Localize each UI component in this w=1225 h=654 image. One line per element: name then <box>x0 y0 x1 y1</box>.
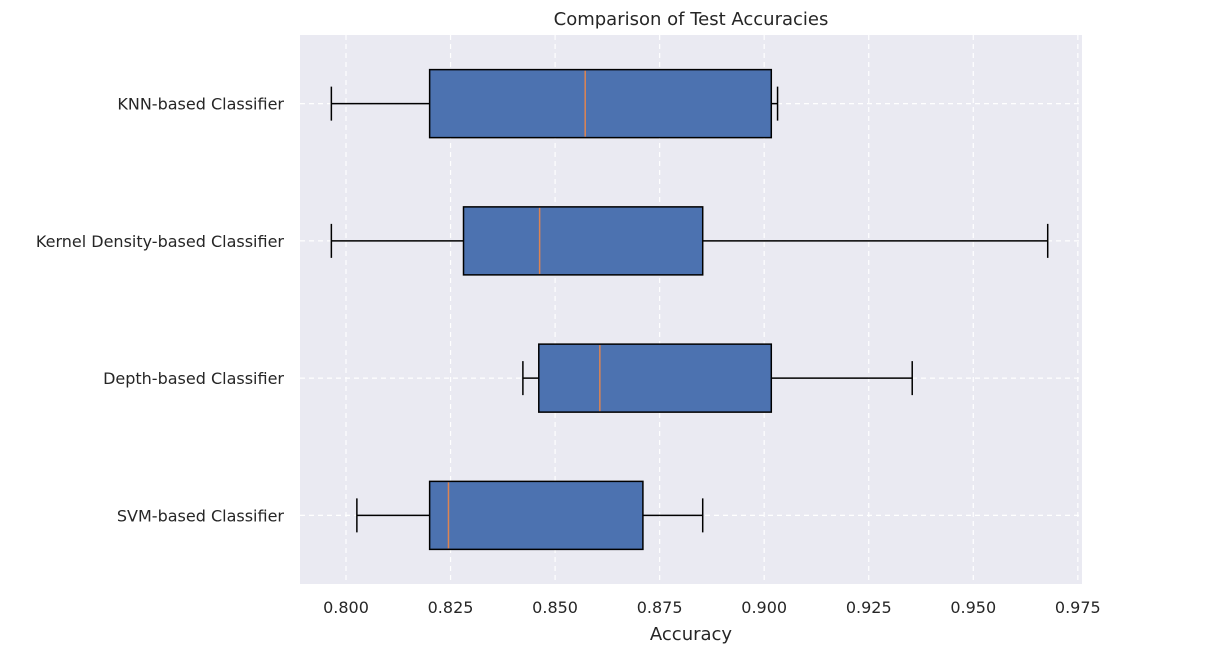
box <box>538 343 773 413</box>
x-axis-ticks: 0.800 0.825 0.850 0.875 0.900 0.925 0.950 0.975 <box>323 598 1101 617</box>
x-tick-label: 0.950 <box>950 598 996 617</box>
box-group <box>522 343 913 413</box>
x-tick-label: 0.975 <box>1055 598 1101 617</box>
x-tick-label: 0.850 <box>532 598 578 617</box>
y-tick-label: KNN-based Classifier <box>117 95 284 114</box>
x-axis-title: Accuracy <box>650 624 733 645</box>
y-axis-ticks: KNN-based Classifier Kernel Density-based… <box>36 95 285 526</box>
box-group <box>330 206 1049 276</box>
x-tick-label: 0.825 <box>428 598 474 617</box>
y-tick-label: Kernel Density-based Classifier <box>36 232 285 251</box>
x-tick-label: 0.875 <box>637 598 683 617</box>
x-tick-label: 0.925 <box>846 598 892 617</box>
box-group <box>330 68 779 139</box>
chart-title: Comparison of Test Accuracies <box>554 9 829 30</box>
box <box>428 480 644 551</box>
box-group <box>356 480 704 551</box>
x-tick-label: 0.800 <box>323 598 369 617</box>
box <box>462 206 704 276</box>
boxes <box>330 68 1049 551</box>
y-tick-label: SVM-based Classifier <box>117 506 285 525</box>
x-tick-label: 0.900 <box>741 598 787 617</box>
box <box>428 68 773 139</box>
y-tick-label: Depth-based Classifier <box>103 369 284 388</box>
